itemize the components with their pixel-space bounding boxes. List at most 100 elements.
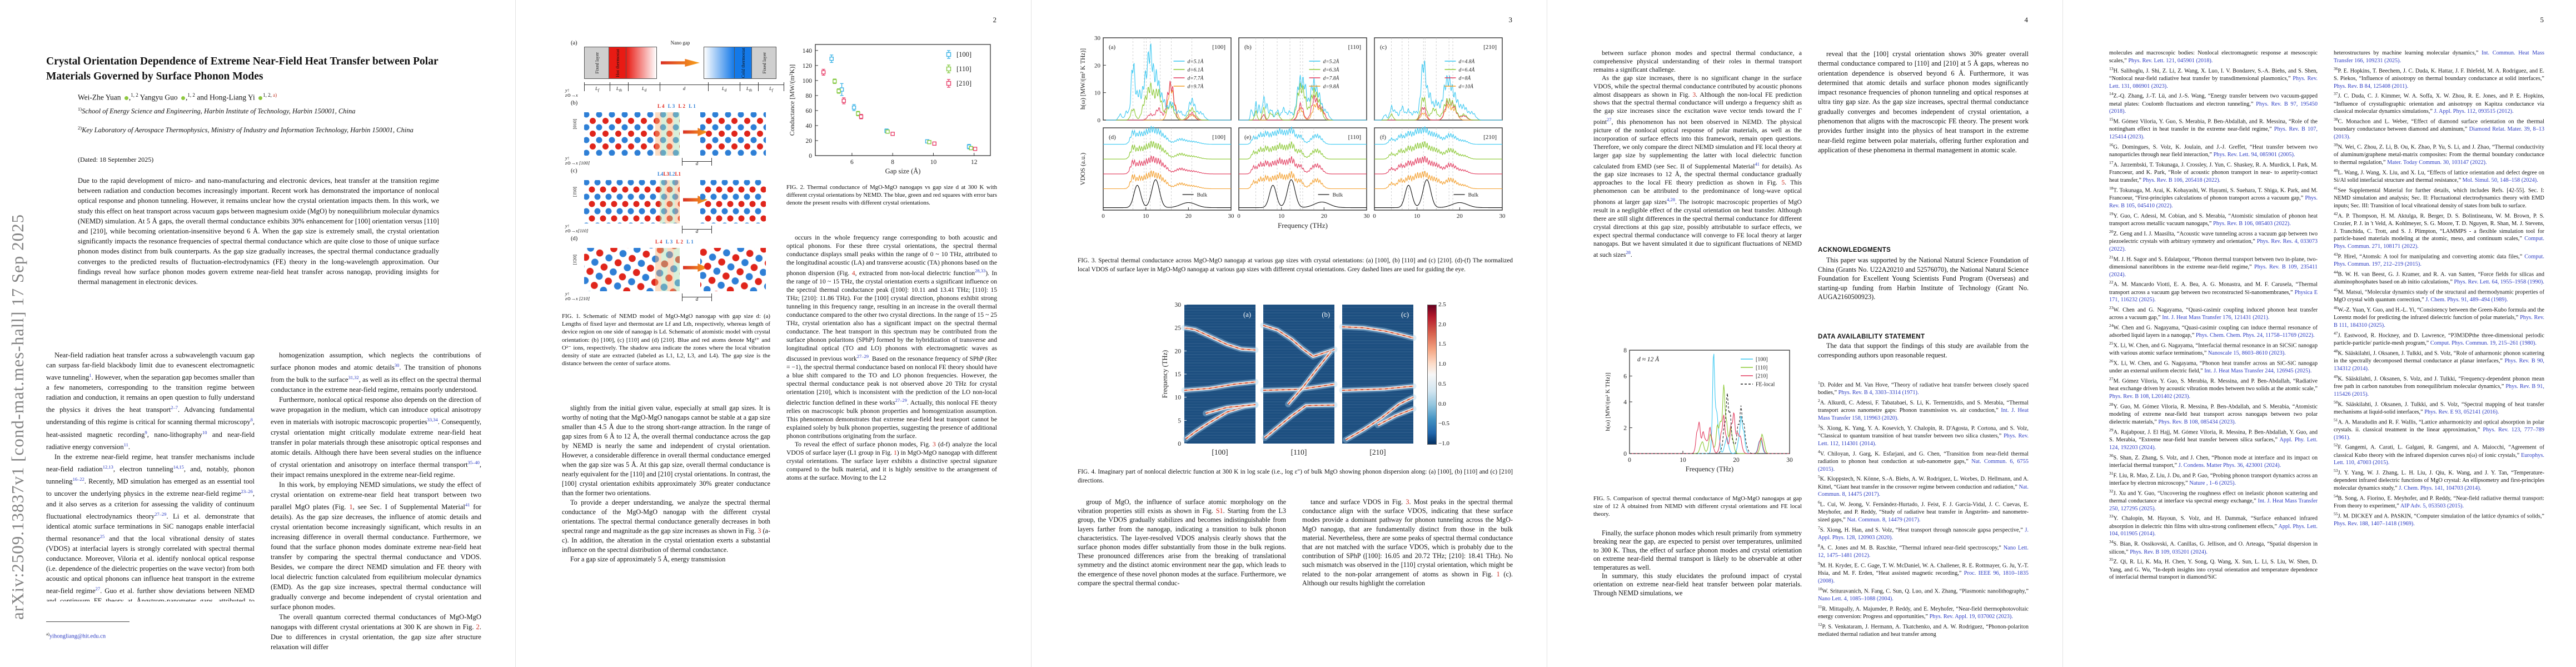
layer-labels: L4 L3 L2 L1 — [655, 239, 695, 245]
svg-text:[110]: [110] — [956, 65, 971, 73]
figure-4-caption: FIG. 4. Imaginary part of nonlocal diele… — [1078, 469, 1513, 484]
dated-line: (Dated: 18 September 2025) — [78, 156, 154, 163]
paragraph: Finally, the surface phonon modes which … — [1593, 529, 1802, 571]
svg-text:5: 5 — [1178, 417, 1181, 424]
svg-text:25: 25 — [1175, 325, 1182, 332]
lattice-right — [700, 112, 766, 156]
svg-text:[210]: [210] — [1483, 134, 1497, 141]
reference-item: 51A. A. Maradudin and R. F. Wallis, “Lat… — [2334, 417, 2544, 441]
gap-dimension: d — [682, 226, 712, 234]
reference-item: 11R. Mittapally, A. Majumder, P. Reddy, … — [1818, 604, 2029, 620]
footnote-rule — [46, 621, 129, 622]
svg-text:(f): (f) — [1380, 134, 1386, 141]
reference-item: 31F. Liu, R. Mao, Z. Liu, J. Du, and P. … — [2109, 470, 2318, 486]
reference-item: 20Z. Geng and I. J. Maasilta, “Acoustic … — [2109, 228, 2318, 252]
y-axis-label: [1̄20] — [572, 255, 577, 265]
reference-item: 35Z. Qi, R. Li, K. Ma, H. Chen, Y. Song,… — [2109, 557, 2318, 581]
svg-text:d=6.4Å: d=6.4Å — [1459, 67, 1475, 73]
reference-item: 38C. Monachon and L. Weber, “Effect of d… — [2334, 117, 2544, 141]
svg-text:20: 20 — [1733, 457, 1740, 464]
paragraph: reveal that the [100] crystal orientatio… — [1818, 50, 2029, 154]
acknowledgments-text: This paper was supported by the National… — [1818, 256, 2029, 313]
arxiv-watermark: arXiv:2509.13837v1 [cond-mat.mes-hall] 1… — [8, 213, 27, 620]
svg-text:10: 10 — [1278, 213, 1285, 220]
paragraph: slightly from the initial given value, e… — [562, 404, 770, 497]
x-axis-label: x [210] — [575, 296, 590, 301]
paper-title: Crystal Orientation Dependence of Extrem… — [46, 56, 439, 83]
paragraph: Furthermore, nonlocal optical response a… — [271, 396, 481, 479]
reference-item: 23W. Chen and G. Nagayama, “Quasi-casimi… — [2109, 305, 2318, 321]
paragraph: As the gap size increases, there is no s… — [1593, 74, 1802, 258]
svg-text:d=7.7Å: d=7.7Å — [1188, 75, 1204, 82]
lattice-right — [700, 248, 766, 291]
reference-item: 47J. Eastwood, R. Hockney, and D. Lawren… — [2334, 330, 2544, 347]
svg-text:20: 20 — [1185, 213, 1192, 220]
x-axis-label: x [100] — [575, 160, 590, 166]
layer-labels: L4 L3 L2 L1 — [657, 103, 697, 109]
svg-text:30: 30 — [1228, 213, 1235, 220]
page-5: 5 molecules and macroscopic bodies: Nonl… — [2062, 0, 2576, 667]
panel-tag: (c) — [571, 168, 577, 174]
paragraph: group of MgO, the influence of surface a… — [1078, 498, 1287, 587]
reference-item: 18T. Tokunaga, M. Arai, K. Kobayashi, W.… — [2109, 185, 2318, 209]
colorbar-tick: 2.5 — [1438, 301, 1446, 308]
svg-text:Frequency (THz): Frequency (THz) — [1161, 350, 1169, 398]
y-axis-label: [010] — [572, 119, 577, 130]
figure-4-colorbar — [1427, 305, 1437, 445]
paragraph: Near-field radiation heat transfer acros… — [46, 351, 255, 451]
references-13-35: molecules and macroscopic bodies: Nonloc… — [2109, 49, 2318, 661]
reference-item: 13H. Salihoglu, J. Shi, Z. Li, Z. Wang, … — [2109, 66, 2318, 89]
reference-item: 52F. Gangemi, A. Carati, L. Galgani, R. … — [2334, 442, 2544, 466]
x-axis-label: x[110] — [575, 228, 589, 233]
email-link[interactable]: yihongliang@hit.edu.cn — [49, 633, 106, 640]
reference-item: 37J. C. Duda, C. J. Kimmer, W. A. Soffa,… — [2334, 91, 2544, 115]
svg-text:[110]: [110] — [1348, 44, 1361, 51]
reference-item: 24W. Chen and G. Nagayama, “Quasi-casimi… — [2109, 323, 2318, 339]
p4-column-1a: between surface phonon modes and spectra… — [1593, 49, 1802, 341]
panel-tag: (d) — [571, 236, 578, 242]
svg-text:(a): (a) — [1243, 311, 1251, 318]
figure-2-caption: FIG. 2. Thermal conductance of MgO-MgO n… — [786, 184, 997, 207]
p2-column-2: occurs in the whole frequency range corr… — [786, 233, 997, 609]
svg-text:0: 0 — [1098, 117, 1101, 124]
svg-text:Bulk: Bulk — [1468, 193, 1479, 198]
colorbar-tick: −0.5 — [1438, 420, 1449, 427]
figure-3-chart: (a) [100] d=5.1Å d=6.1Å d=7.7Åd=9.7Å 0 10 20 30 (… — [1080, 35, 1506, 230]
reference-item: 19Y. Guo, C. Adessi, M. Cobian, and S. M… — [2109, 211, 2318, 227]
svg-text:Conductance [MW/(m²K)]: Conductance [MW/(m²K)] — [788, 64, 796, 136]
references-1-12: 1D. Polder and M. Van Hove, “Theory of r… — [1818, 379, 2029, 666]
reference-item: 25X. Li, W. Chen, and G. Nagayama, “Inte… — [2109, 341, 2318, 357]
svg-text:[210]: [210] — [1483, 44, 1497, 51]
page-number: 4 — [2024, 16, 2029, 24]
svg-text:0: 0 — [1178, 441, 1181, 447]
svg-text:d=5.2Å: d=5.2Å — [1323, 58, 1339, 65]
p1-column-1: Near-field radiation heat transfer acros… — [46, 350, 255, 601]
svg-text:120: 120 — [803, 63, 813, 69]
svg-text:h(ω) [MW/(m² K THz)]: h(ω) [MW/(m² K THz)] — [1080, 48, 1087, 109]
paragraph: This paper was supported by the National… — [1818, 256, 2029, 301]
colorbar-tick: 2.0 — [1438, 321, 1446, 328]
colorbar-tick: 0.0 — [1438, 400, 1446, 407]
reference-item: 29A. Rajabpour, J. El Hajj, M. Gómez Vil… — [2109, 427, 2318, 451]
svg-text:6: 6 — [850, 159, 854, 166]
svg-text:20: 20 — [1457, 213, 1463, 220]
affiliation-1-text: School of Energy Science and Engineering… — [82, 107, 356, 116]
lattice-right — [700, 180, 766, 223]
reference-item: heterostructures by machine learning mol… — [2334, 50, 2544, 64]
reference-item: 48K. Sääskilahti, J. Oksanen, J. Tulkki,… — [2334, 348, 2544, 372]
paragraph: In this work, by employing NEMD simulati… — [271, 480, 481, 611]
y-axis-label: [1̄10] — [572, 187, 577, 197]
svg-text:d=8Å: d=8Å — [1459, 75, 1471, 82]
gap-dimension: d — [682, 158, 712, 166]
svg-text:Frequency (THz): Frequency (THz) — [1686, 465, 1733, 473]
svg-text:0: 0 — [1623, 451, 1627, 457]
reference-item: 9M. H. Kryder, E. C. Gage, T. W. McDanie… — [1818, 561, 2029, 585]
page-number: 5 — [2540, 16, 2544, 24]
reference-item: 43P. Hirel, “Atomsk: A tool for manipula… — [2334, 252, 2544, 268]
reference-item: 44B. W. H. van Beest, G. J. Kramer, and … — [2334, 270, 2544, 286]
reference-item: 14Z.-Q. Zhang, J.-T. Lü, and J.-S. Wang,… — [2109, 91, 2318, 115]
reference-item: 1D. Polder and M. Van Hove, “Theory of r… — [1818, 380, 2029, 396]
fig1-panel-d: (d) L4 L3 L2 L1 [1̄20] d y↑ z⊙→x [210] — [562, 236, 770, 303]
reference-item: molecules and macroscopic bodies: Nonloc… — [2109, 50, 2318, 64]
